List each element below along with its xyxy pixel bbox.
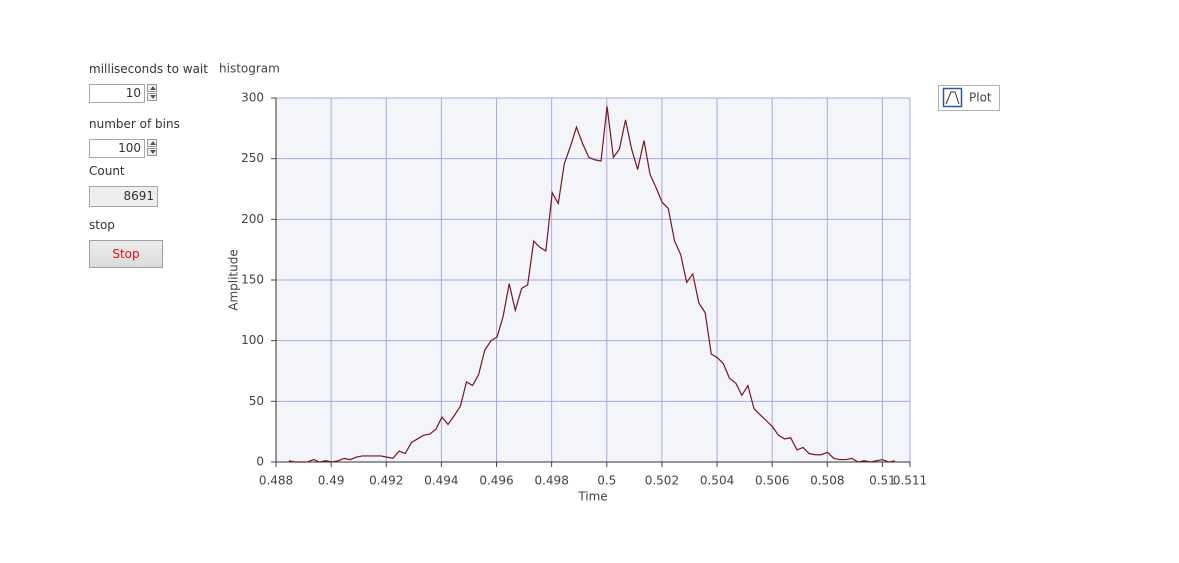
indicator-label: Count <box>89 164 125 178</box>
spinner[interactable] <box>147 139 159 158</box>
decrement[interactable] <box>147 93 157 101</box>
y-tick-label: 50 <box>249 394 264 408</box>
x-tick-label: 0.496 <box>479 474 513 488</box>
x-tick-label: 0.494 <box>424 474 458 488</box>
spinner[interactable] <box>147 84 159 103</box>
increment[interactable] <box>147 139 157 147</box>
y-tick-label: 150 <box>241 273 264 287</box>
control-label: milliseconds to wait <box>89 62 208 76</box>
control-label: stop <box>89 218 115 232</box>
increment[interactable] <box>147 84 157 92</box>
x-tick-label: 0.511 <box>893 474 927 488</box>
x-tick-label: 0.504 <box>700 474 734 488</box>
legend-label: Plot <box>969 91 992 105</box>
legend-icon-glyph <box>945 91 960 105</box>
x-tick-label: 0.51 <box>869 474 896 488</box>
x-tick-label: 0.492 <box>369 474 403 488</box>
y-tick-label: 0 <box>256 455 264 469</box>
y-tick-label: 300 <box>241 91 264 105</box>
legend-icon[interactable] <box>942 87 963 108</box>
y-axis-label: Amplitude <box>227 249 241 311</box>
x-tick-label: 0.508 <box>810 474 844 488</box>
x-tick-label: 0.506 <box>755 474 789 488</box>
y-tick-label: 200 <box>241 212 264 226</box>
x-tick-label: 0.498 <box>534 474 568 488</box>
data-line <box>288 106 895 463</box>
x-tick-label: 0.49 <box>318 474 345 488</box>
numeric-indicator: 8691 <box>89 186 158 207</box>
y-tick-label: 250 <box>241 151 264 165</box>
chart-title: histogram <box>219 62 280 76</box>
stop-button[interactable]: Stop <box>89 240 163 268</box>
decrement[interactable] <box>147 148 157 156</box>
control-label: number of bins <box>89 117 180 131</box>
x-tick-label: 0.5 <box>597 474 616 488</box>
x-tick-label: 0.488 <box>259 474 293 488</box>
x-axis-label: Time <box>577 490 607 504</box>
numeric-input[interactable]: 10 <box>89 84 145 103</box>
x-tick-label: 0.502 <box>645 474 679 488</box>
numeric-input[interactable]: 100 <box>89 139 145 158</box>
y-tick-label: 100 <box>241 333 264 347</box>
